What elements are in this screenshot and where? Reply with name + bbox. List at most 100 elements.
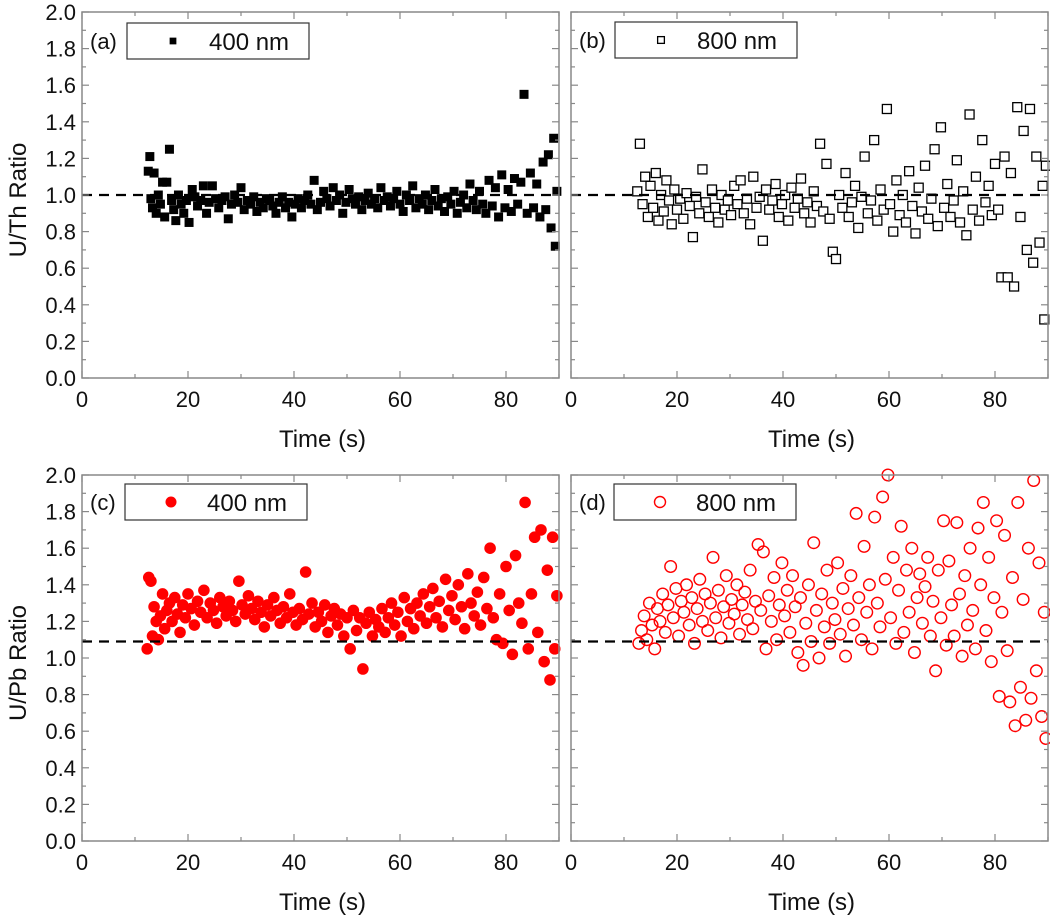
data-point xyxy=(322,194,332,204)
data-point xyxy=(764,204,775,215)
data-point xyxy=(650,602,664,616)
data-point xyxy=(164,144,174,154)
panel-c-ticks: 0 20 40 60 80 0.0 0.2 0.4 0.6 0.8 1.0 1.2 1.4 1.6 1.8 2… xyxy=(45,463,560,875)
data-point xyxy=(884,198,896,210)
data-point xyxy=(184,217,194,227)
y-tick-label: 0.2 xyxy=(45,792,76,817)
x-tick-label: 0 xyxy=(565,387,577,412)
data-point xyxy=(899,563,913,577)
data-point xyxy=(328,183,338,193)
data-point xyxy=(417,199,427,209)
data-point xyxy=(772,598,786,612)
data-point xyxy=(155,199,165,209)
data-point xyxy=(811,200,823,212)
x-tick-label: 80 xyxy=(983,850,1007,875)
data-point xyxy=(181,195,191,205)
data-point xyxy=(818,206,829,217)
data-point xyxy=(541,205,551,215)
data-point xyxy=(892,583,906,597)
data-point xyxy=(987,591,1001,605)
panel-b-points xyxy=(632,102,1050,325)
data-point xyxy=(923,629,937,643)
data-point xyxy=(497,637,509,650)
data-point xyxy=(500,203,510,213)
data-point xyxy=(661,598,675,612)
data-point xyxy=(976,495,990,509)
data-point xyxy=(948,195,959,206)
data-point xyxy=(382,192,392,202)
data-point xyxy=(878,572,892,586)
data-point xyxy=(538,157,548,167)
data-point xyxy=(990,514,1004,528)
data-point xyxy=(918,580,932,594)
data-point xyxy=(513,199,523,209)
data-point xyxy=(977,134,988,146)
data-point xyxy=(645,618,659,632)
data-point xyxy=(392,606,404,619)
data-point xyxy=(430,185,440,195)
data-point xyxy=(193,201,203,211)
data-point xyxy=(868,510,882,524)
data-point xyxy=(509,549,522,562)
data-point xyxy=(945,211,956,223)
y-tick-label: 0.4 xyxy=(45,293,76,318)
data-point xyxy=(711,583,725,597)
data-point xyxy=(284,197,294,207)
data-point xyxy=(703,211,714,223)
data-point xyxy=(756,545,770,559)
data-point xyxy=(255,197,265,207)
data-point xyxy=(268,591,280,604)
data-point xyxy=(220,192,230,202)
data-point xyxy=(776,198,788,210)
data-point xyxy=(942,554,956,568)
data-point xyxy=(770,178,781,190)
data-point xyxy=(706,184,718,195)
data-point xyxy=(725,209,737,221)
panel-c: 0 20 40 60 80 0.0 0.2 0.4 0.6 0.8 1.0 1.2 1.4 1.6 1.8 2… xyxy=(5,463,563,916)
data-point xyxy=(897,625,911,639)
data-point xyxy=(1003,695,1017,709)
data-point xyxy=(388,619,401,631)
x-tick-label: 60 xyxy=(388,387,412,412)
data-point xyxy=(204,197,214,207)
x-tick-label: 80 xyxy=(983,387,1007,412)
data-point xyxy=(179,208,189,218)
data-point xyxy=(973,215,985,226)
x-tick-label: 60 xyxy=(388,850,412,875)
data-point xyxy=(146,194,156,204)
data-point xyxy=(392,186,402,196)
data-point xyxy=(710,202,721,213)
data-point xyxy=(891,175,902,186)
data-point xyxy=(945,598,959,612)
panel-a-y-axis-title: U/Th Ratio xyxy=(5,143,32,258)
data-point xyxy=(354,192,364,202)
data-point xyxy=(834,189,845,201)
data-point xyxy=(512,597,525,609)
data-point xyxy=(179,611,192,624)
data-point xyxy=(497,170,507,180)
data-point xyxy=(719,569,733,583)
data-point xyxy=(449,613,461,626)
data-point xyxy=(277,600,290,613)
data-point xyxy=(236,599,248,611)
data-point xyxy=(258,621,271,633)
data-point xyxy=(762,589,776,603)
data-point xyxy=(1002,272,1013,283)
data-point xyxy=(844,569,858,583)
data-point xyxy=(408,181,418,191)
data-point xyxy=(793,591,807,605)
data-point xyxy=(506,648,519,661)
data-point xyxy=(145,575,157,587)
data-point xyxy=(1039,732,1050,746)
data-point xyxy=(449,186,459,196)
data-point xyxy=(522,208,532,218)
data-point xyxy=(751,202,762,213)
data-point xyxy=(214,591,226,604)
data-point xyxy=(993,204,1004,215)
data-point xyxy=(318,599,331,611)
data-point xyxy=(932,220,943,232)
data-point xyxy=(145,152,155,162)
data-point xyxy=(841,602,855,616)
data-point xyxy=(979,624,993,638)
data-point xyxy=(1021,244,1032,256)
